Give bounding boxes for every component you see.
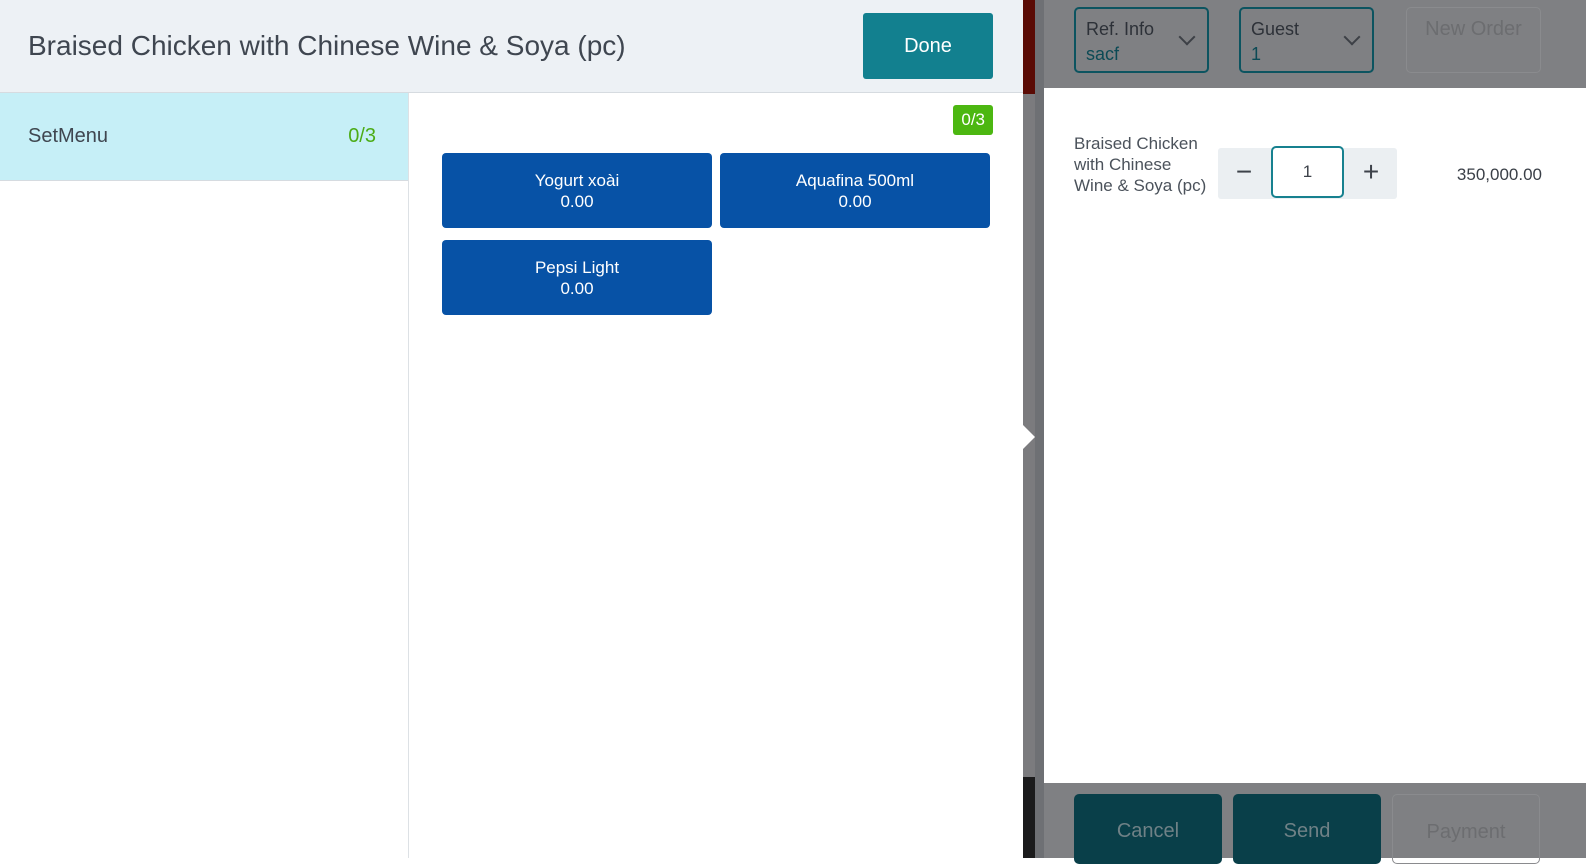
ref-info-label: Ref. Info xyxy=(1086,19,1155,39)
order-line-price: 350,000.00 xyxy=(1456,165,1542,184)
item-button-aquafina[interactable]: Aquafina 500ml 0.00 xyxy=(720,153,990,228)
sidebar-item-count: 0/3 xyxy=(348,125,376,147)
quantity-stepper: − 1 + xyxy=(1218,146,1397,199)
payment-button[interactable]: Payment xyxy=(1392,794,1540,864)
order-footer: Cancel Send Payment xyxy=(1044,783,1586,864)
guest-value: 1 xyxy=(1251,44,1262,64)
item-name: Yogurt xoài xyxy=(534,170,620,190)
modal-header: Braised Chicken with Chinese Wine & Soya… xyxy=(0,0,1023,93)
item-button-yogurt[interactable]: Yogurt xoài 0.00 xyxy=(442,153,712,228)
decrease-button[interactable]: − xyxy=(1235,156,1253,187)
order-header: Ref. Info sacf Guest 1 New Order xyxy=(1044,0,1586,88)
done-button[interactable]: Done xyxy=(863,13,993,79)
item-name: Pepsi Light xyxy=(534,257,620,277)
item-price: 0.00 xyxy=(560,278,594,298)
item-price: 0.00 xyxy=(560,191,594,211)
panel-pointer-icon xyxy=(1023,425,1035,449)
order-line-name: Braised Chicken with Chinese Wine & Soya… xyxy=(1074,134,1207,195)
send-button[interactable]: Send xyxy=(1233,794,1381,864)
guest-dropdown[interactable]: Guest 1 xyxy=(1239,7,1374,73)
new-order-button[interactable]: New Order xyxy=(1406,7,1541,73)
sidebar-item-setmenu[interactable]: SetMenu 0/3 xyxy=(0,93,408,181)
set-menu-modal: Braised Chicken with Chinese Wine & Soya… xyxy=(0,0,1023,858)
quantity-input[interactable]: 1 xyxy=(1271,146,1344,198)
set-menu-sidebar: SetMenu 0/3 xyxy=(0,93,409,858)
ref-info-value: sacf xyxy=(1086,44,1120,64)
divider xyxy=(1035,0,1044,858)
item-button-pepsi-light[interactable]: Pepsi Light 0.00 xyxy=(442,240,712,315)
item-grid: 0/3 Yogurt xoài 0.00 Aquafina 500ml 0.00… xyxy=(409,93,1023,858)
sidebar-item-label: SetMenu xyxy=(28,125,109,147)
ref-info-dropdown[interactable]: Ref. Info sacf xyxy=(1074,7,1209,73)
modal-title: Braised Chicken with Chinese Wine & Soya… xyxy=(28,30,626,61)
item-name: Aquafina 500ml xyxy=(795,170,915,190)
guest-label: Guest xyxy=(1251,19,1300,39)
cancel-button[interactable]: Cancel xyxy=(1074,794,1222,864)
order-panel: Ref. Info sacf Guest 1 New Order Braised… xyxy=(1044,0,1586,864)
selection-count-badge: 0/3 xyxy=(953,105,993,135)
increase-button[interactable]: + xyxy=(1362,156,1380,187)
item-price: 0.00 xyxy=(838,191,872,211)
